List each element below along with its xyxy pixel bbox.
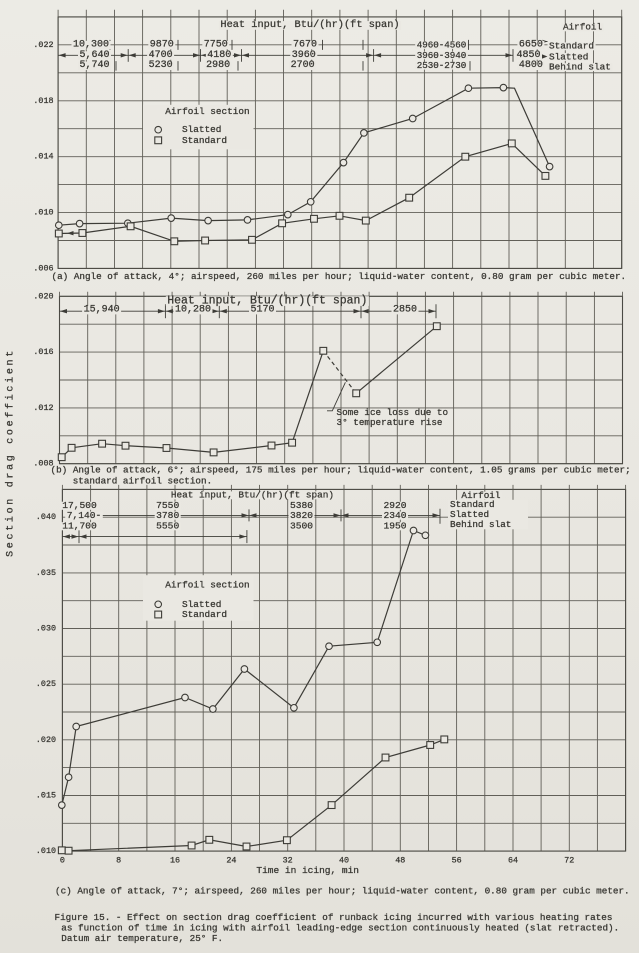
svg-text:10,300: 10,300 [73, 39, 109, 50]
svg-text:Heat input, Btu/(hr)(ft span): Heat input, Btu/(hr)(ft span) [220, 19, 399, 31]
svg-text:.016: .016 [33, 347, 53, 357]
svg-text:48: 48 [395, 856, 405, 866]
svg-text:5380: 5380 [290, 500, 313, 511]
svg-text:2530-2730: 2530-2730 [417, 60, 467, 71]
svg-text:Airfoil: Airfoil [461, 490, 500, 501]
svg-text:5230: 5230 [149, 60, 173, 71]
svg-text:0: 0 [60, 856, 65, 866]
svg-text:.035: .035 [36, 568, 56, 578]
svg-text:Slatted: Slatted [182, 599, 221, 610]
svg-text:Airfoil: Airfoil [563, 22, 602, 33]
svg-text:.030: .030 [36, 624, 56, 634]
svg-text:.018: .018 [33, 96, 53, 106]
svg-text:3960-3940: 3960-3940 [417, 50, 467, 61]
svg-text:3780: 3780 [156, 510, 179, 521]
svg-text:.012: .012 [33, 403, 53, 413]
svg-text:.020: .020 [36, 735, 56, 745]
svg-text:.040: .040 [36, 512, 56, 522]
svg-text:standard airfoil section.: standard airfoil section. [73, 475, 212, 486]
svg-text:Heat input, Btu/(hr)(ft span): Heat input, Btu/(hr)(ft span) [167, 294, 367, 307]
svg-text:8: 8 [116, 856, 121, 866]
svg-text:.015: .015 [36, 791, 56, 801]
svg-text:Standard: Standard [549, 41, 594, 52]
svg-text:9870: 9870 [150, 39, 174, 50]
svg-text:(b) Angle of attack, 6°; airsp: (b) Angle of attack, 6°; airspeed, 175 m… [51, 465, 631, 476]
svg-text:40: 40 [339, 856, 349, 866]
svg-text:4800: 4800 [519, 60, 543, 71]
svg-text:16: 16 [170, 856, 180, 866]
svg-text:.014: .014 [33, 152, 53, 162]
svg-text:15,940: 15,940 [84, 305, 120, 316]
svg-text:Figure 15. - Effect on section: Figure 15. - Effect on section drag coef… [55, 912, 613, 923]
svg-text:(a) Angle of attack, 4°; airsp: (a) Angle of attack, 4°; airspeed, 260 m… [52, 271, 627, 282]
svg-text:2340: 2340 [383, 510, 406, 521]
svg-text:.010: .010 [36, 846, 56, 856]
svg-text:3820: 3820 [290, 510, 313, 521]
svg-text:72: 72 [564, 856, 574, 866]
svg-text:Slatted: Slatted [450, 509, 489, 520]
svg-text:7750: 7750 [204, 39, 228, 50]
svg-text:11,700: 11,700 [62, 521, 97, 532]
svg-text:7,140-: 7,140- [67, 510, 102, 521]
svg-text:Behind slat: Behind slat [549, 62, 611, 73]
svg-text:Section drag coefficient: Section drag coefficient [5, 348, 17, 557]
svg-text:Slatted: Slatted [182, 124, 221, 135]
svg-text:Standard: Standard [182, 135, 227, 146]
svg-text:1950: 1950 [383, 521, 406, 532]
svg-text:24: 24 [226, 856, 236, 866]
svg-text:Airfoil section: Airfoil section [165, 106, 249, 117]
svg-text:Time in icing, min: Time in icing, min [256, 865, 359, 876]
svg-text:7670: 7670 [293, 39, 317, 50]
svg-text:as function of time in icing w: as function of time in icing with airfoi… [61, 922, 619, 933]
svg-text:64: 64 [508, 856, 518, 866]
svg-text:3° temperature rise: 3° temperature rise [337, 417, 443, 428]
svg-text:10,280: 10,280 [175, 305, 211, 316]
svg-text:Airfoil section: Airfoil section [165, 580, 249, 591]
svg-text:Standard: Standard [450, 499, 495, 510]
svg-text:Slatted: Slatted [549, 51, 588, 62]
svg-text:2850: 2850 [393, 305, 417, 316]
svg-text:.022: .022 [33, 40, 53, 50]
svg-text:4180: 4180 [207, 50, 231, 61]
svg-text:2920: 2920 [383, 500, 406, 511]
svg-text:.020: .020 [33, 291, 53, 301]
svg-text:5,740: 5,740 [79, 60, 109, 71]
svg-text:.006: .006 [33, 263, 53, 273]
svg-text:Standard: Standard [182, 609, 227, 620]
svg-text:5170: 5170 [250, 305, 274, 316]
svg-text:Behind slat: Behind slat [450, 519, 511, 530]
svg-text:2700: 2700 [291, 60, 315, 71]
svg-text:17,500: 17,500 [62, 500, 97, 511]
svg-text:Some ice loss due to: Some ice loss due to [337, 407, 449, 418]
svg-text:.010: .010 [33, 208, 53, 218]
svg-text:2980: 2980 [206, 60, 230, 71]
svg-text:32: 32 [283, 856, 293, 866]
svg-text:3500: 3500 [290, 521, 313, 532]
svg-text:6650: 6650 [519, 39, 543, 50]
svg-text:4850: 4850 [516, 50, 540, 61]
svg-text:7550: 7550 [156, 500, 179, 511]
svg-text:Heat input, Btu/(hr)(ft span): Heat input, Btu/(hr)(ft span) [171, 490, 334, 501]
svg-text:5,640: 5,640 [79, 50, 109, 61]
svg-text:4960-4560: 4960-4560 [417, 39, 467, 50]
svg-text:.008: .008 [33, 459, 53, 469]
svg-text:Datum air temperature, 25° F.: Datum air temperature, 25° F. [61, 933, 223, 944]
svg-text:5550: 5550 [156, 521, 179, 532]
svg-text:.025: .025 [36, 679, 56, 689]
svg-text:3960: 3960 [292, 50, 316, 61]
svg-text:(c) Angle of attack, 7°; airsp: (c) Angle of attack, 7°; airspeed, 260 m… [55, 886, 630, 897]
svg-text:56: 56 [452, 856, 462, 866]
svg-text:4700: 4700 [149, 50, 173, 61]
